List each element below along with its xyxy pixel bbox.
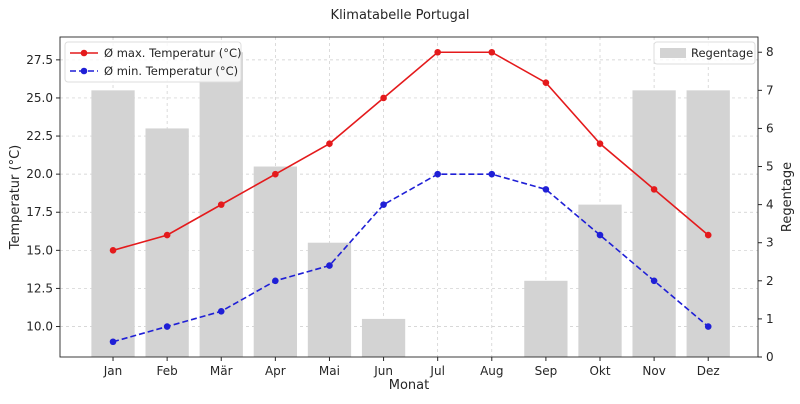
point-max-temp (650, 186, 658, 193)
y-tick-label: 12.5 (26, 281, 53, 295)
y2-tick-label: 6 (766, 121, 774, 135)
x-tick-label: Okt (589, 364, 610, 378)
legend-label: Ø max. Temperatur (°C) (104, 46, 242, 60)
x-tick-label: Jun (373, 364, 393, 378)
point-min-temp (704, 323, 712, 330)
point-max-temp (542, 79, 550, 87)
x-tick-label: Apr (265, 364, 286, 378)
bar-regentage (686, 90, 730, 357)
y-axis-label: Temperatur (°C) (8, 145, 23, 251)
bar-regentage (307, 242, 352, 357)
legend-marker (80, 67, 88, 75)
x-tick-label: Jul (429, 364, 444, 378)
y-tick-label: 27.5 (26, 53, 53, 67)
line-min-temp (112, 173, 709, 343)
y-tick-label: 17.5 (26, 205, 53, 219)
y2-tick-label: 0 (766, 350, 774, 364)
bar-regentage (91, 90, 135, 357)
y-tick-label: 25.0 (26, 91, 53, 105)
x-tick-label: Mai (319, 364, 340, 378)
y2-tick-label: 4 (766, 198, 774, 212)
x-tick-label: Feb (157, 364, 178, 378)
y2-tick-label: 3 (766, 236, 774, 250)
y2-tick-label: 1 (766, 312, 774, 326)
x-tick-label: Aug (480, 364, 503, 378)
legend-left-box (64, 41, 242, 83)
bar-regentage (361, 318, 406, 357)
point-max-temp (596, 140, 604, 147)
point-min-temp (109, 338, 117, 346)
y2-tick-label: 5 (766, 160, 774, 174)
point-max-temp (272, 170, 279, 178)
x-tick-label: Nov (642, 364, 665, 378)
point-max-temp (217, 201, 225, 208)
legend-label: Regentage (691, 46, 753, 60)
legend-bar-swatch (660, 48, 686, 58)
x-tick-label: Jan (103, 364, 123, 378)
point-max-temp (380, 94, 387, 102)
point-max-temp (163, 231, 171, 239)
point-min-temp (596, 231, 604, 239)
line-max-temp (112, 51, 709, 252)
y-tick-label: 20.0 (26, 167, 53, 181)
point-min-temp (380, 201, 387, 208)
point-max-temp (434, 48, 441, 56)
legend-right-box (653, 41, 756, 65)
legend-label: Ø min. Temperatur (°C) (104, 64, 238, 78)
y2-tick-label: 2 (766, 274, 774, 288)
point-max-temp (488, 48, 496, 56)
point-min-temp (272, 277, 279, 285)
point-max-temp (704, 231, 712, 239)
point-min-temp (326, 262, 333, 269)
point-min-temp (488, 170, 496, 178)
y-tick-label: 22.5 (26, 129, 53, 143)
y-tick-label: 10.0 (26, 320, 53, 334)
point-min-temp (542, 186, 550, 193)
point-max-temp (109, 247, 117, 254)
point-min-temp (650, 277, 658, 285)
plot-frame (59, 36, 759, 358)
point-min-temp (163, 323, 171, 330)
y-tick-label: 15.0 (26, 243, 53, 257)
bar-regentage (524, 280, 568, 357)
y2-axis-label: Regentage (780, 162, 795, 232)
legend-marker (80, 49, 88, 57)
point-max-temp (326, 140, 333, 147)
x-axis-label: Monat (389, 378, 429, 393)
x-tick-label: Mär (210, 364, 233, 378)
bar-regentage (145, 128, 189, 357)
x-tick-label: Dez (697, 364, 720, 378)
bar-regentage (578, 204, 622, 357)
point-min-temp (217, 307, 225, 315)
y2-tick-label: 7 (766, 83, 774, 97)
y2-tick-label: 8 (766, 45, 774, 59)
bar-regentage (632, 90, 676, 357)
chart-title: Klimatabelle Portugal (331, 8, 470, 23)
x-tick-label: Sep (535, 364, 558, 378)
point-min-temp (434, 170, 441, 178)
bar-regentage (253, 166, 297, 357)
